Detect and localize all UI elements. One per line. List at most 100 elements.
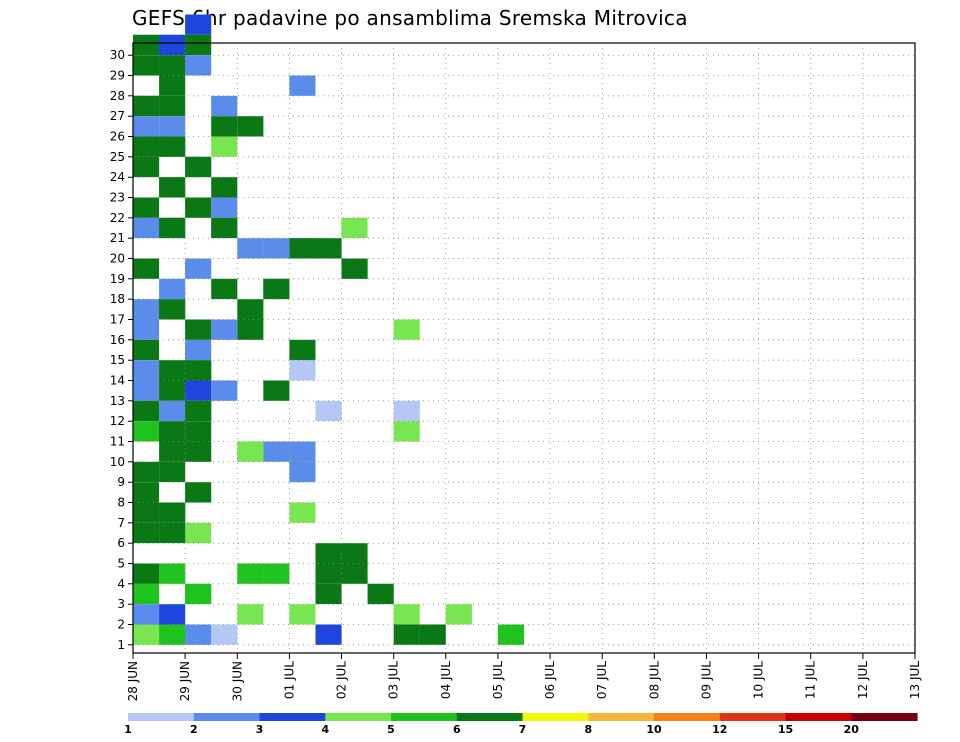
heatmap-cell — [341, 543, 368, 564]
heatmap-cell — [211, 136, 238, 157]
heatmap-cell — [159, 522, 186, 544]
heatmap-cell — [185, 360, 212, 381]
heatmap-cell — [211, 217, 238, 239]
heatmap-cell — [211, 95, 238, 117]
heatmap-cell — [289, 360, 316, 381]
heatmap-cell — [133, 217, 160, 239]
heatmap-cell — [211, 197, 238, 218]
heatmap-cell — [159, 461, 186, 483]
heatmap-cell — [133, 421, 160, 442]
heatmap-cell — [159, 278, 186, 300]
x-tick-label: 29 JUN — [178, 661, 192, 701]
heatmap-cell — [185, 339, 212, 361]
heatmap-cell — [159, 299, 186, 320]
legend-swatch — [128, 713, 195, 721]
heatmap-cell — [393, 400, 420, 422]
x-tick-label: 06 JUL — [543, 661, 557, 699]
legend-swatch — [193, 713, 261, 721]
heatmap-cell — [159, 604, 186, 625]
heatmap-cell — [263, 563, 290, 584]
heatmap-cell — [185, 624, 212, 645]
heatmap-cell — [133, 136, 160, 157]
legend-label: 4 — [321, 723, 329, 736]
heatmap-cell — [211, 624, 238, 645]
legend-swatch — [851, 713, 918, 721]
heatmap-cell — [133, 319, 160, 340]
y-tick-label: 21 — [110, 231, 125, 245]
heatmap-cell — [185, 583, 212, 605]
legend-swatch — [391, 713, 458, 721]
legend-swatch — [654, 713, 721, 721]
legend-label: 5 — [387, 723, 395, 736]
heatmap-cell — [159, 116, 186, 137]
y-tick-label: 9 — [117, 475, 125, 489]
legend-label: 15 — [778, 723, 793, 736]
legend-label: 6 — [453, 723, 461, 736]
heatmap-cell — [237, 319, 264, 340]
heatmap-cell — [393, 624, 420, 645]
heatmap-cell — [185, 421, 212, 442]
legend-label: 7 — [519, 723, 527, 736]
y-tick-label: 10 — [110, 455, 125, 469]
y-tick-label: 23 — [110, 191, 125, 205]
heatmap-cell — [185, 380, 212, 401]
x-tick-label: 10 JUL — [752, 661, 766, 699]
x-tick-label: 12 JUL — [856, 661, 870, 699]
x-tick-label: 09 JUL — [700, 661, 714, 699]
heatmap-cell — [133, 502, 160, 523]
heatmap-cell — [237, 441, 264, 462]
heatmap-cell — [211, 278, 238, 300]
heatmap-cell — [289, 441, 316, 462]
heatmap-cell — [211, 380, 238, 401]
heatmap-cell — [185, 400, 212, 422]
x-tick-label: 13 JUL — [908, 661, 922, 699]
y-tick-label: 8 — [117, 496, 125, 510]
y-tick-label: 14 — [110, 374, 125, 388]
y-tick-label: 5 — [117, 557, 125, 571]
x-tick-label: 11 JUL — [804, 661, 818, 699]
heatmap-cell — [133, 360, 160, 381]
legend-swatch — [456, 713, 524, 721]
heatmap-cell — [159, 624, 186, 645]
heatmap-cell — [263, 238, 290, 259]
heatmap-cell — [185, 55, 212, 76]
x-tick-label: 08 JUL — [647, 661, 661, 699]
heatmap-cell — [237, 238, 264, 259]
legend-label: 12 — [712, 723, 727, 736]
y-tick-label: 24 — [110, 170, 125, 184]
y-tick-label: 29 — [110, 69, 125, 83]
heatmap-cell — [237, 604, 264, 625]
heatmap-cell — [211, 177, 238, 198]
heatmap-cell — [159, 95, 186, 117]
heatmap-cell — [133, 563, 160, 584]
legend-swatch — [588, 713, 655, 721]
legend-swatch — [259, 713, 326, 721]
heatmap-cell — [289, 502, 316, 523]
heatmap-cell — [315, 400, 342, 422]
heatmap-cell — [133, 116, 160, 137]
heatmap-cell — [159, 502, 186, 523]
legend-swatch — [785, 713, 852, 721]
heatmap-cell — [185, 14, 212, 35]
heatmap-cell — [393, 421, 420, 442]
legend-label: 2 — [190, 723, 198, 736]
y-tick-label: 22 — [110, 211, 125, 225]
heatmap-cell — [341, 217, 368, 239]
heatmap-cell — [263, 278, 290, 300]
heatmap-cell — [315, 583, 342, 605]
y-tick-label: 30 — [110, 48, 125, 62]
heatmap-cell — [159, 563, 186, 584]
heatmap-cell — [185, 197, 212, 218]
y-tick-label: 6 — [117, 536, 125, 550]
heatmap-cell — [289, 339, 316, 361]
y-tick-label: 12 — [110, 414, 125, 428]
heatmap-cell — [341, 563, 368, 584]
heatmap-cell — [159, 421, 186, 442]
heatmap-cell — [393, 319, 420, 340]
heatmap-cell — [341, 258, 368, 279]
heatmap-cell — [289, 75, 316, 96]
heatmap-cell — [159, 34, 186, 56]
heatmap-cell — [133, 95, 160, 117]
heatmap-cell — [159, 177, 186, 198]
